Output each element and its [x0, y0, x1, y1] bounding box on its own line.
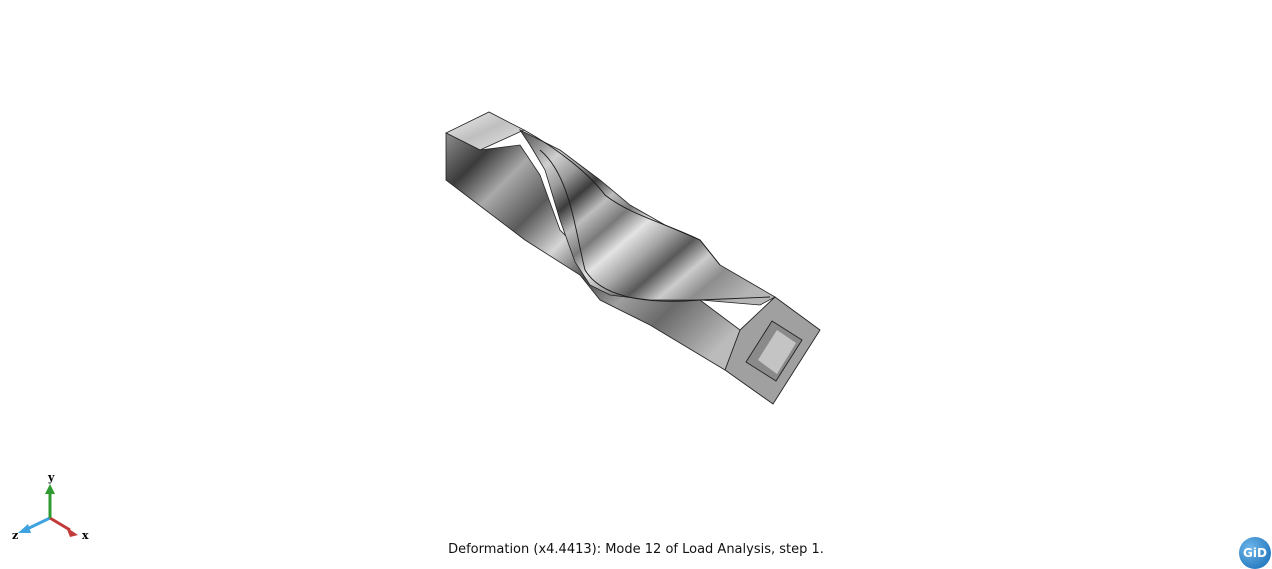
- y-axis-arrow: [45, 484, 55, 494]
- x-axis-label: x: [82, 529, 89, 542]
- z-axis-arrow: [18, 524, 31, 533]
- beam-twist-ridge-upper: [523, 129, 721, 266]
- x-axis-arrow: [66, 527, 78, 537]
- y-axis-label: y: [47, 471, 55, 484]
- status-bar-text: Deformation (x4.4413): Mode 12 of Load A…: [448, 542, 824, 557]
- axis-triad: y z x: [12, 471, 89, 542]
- gid-logo: GiD: [1239, 537, 1271, 569]
- beam-twist-ridge: [539, 149, 771, 302]
- z-axis-label: z: [12, 529, 18, 542]
- beam-face-upper: [518, 128, 776, 306]
- deformed-beam-mesh: [445, 111, 821, 405]
- beam-end-hole-inner: [758, 330, 796, 374]
